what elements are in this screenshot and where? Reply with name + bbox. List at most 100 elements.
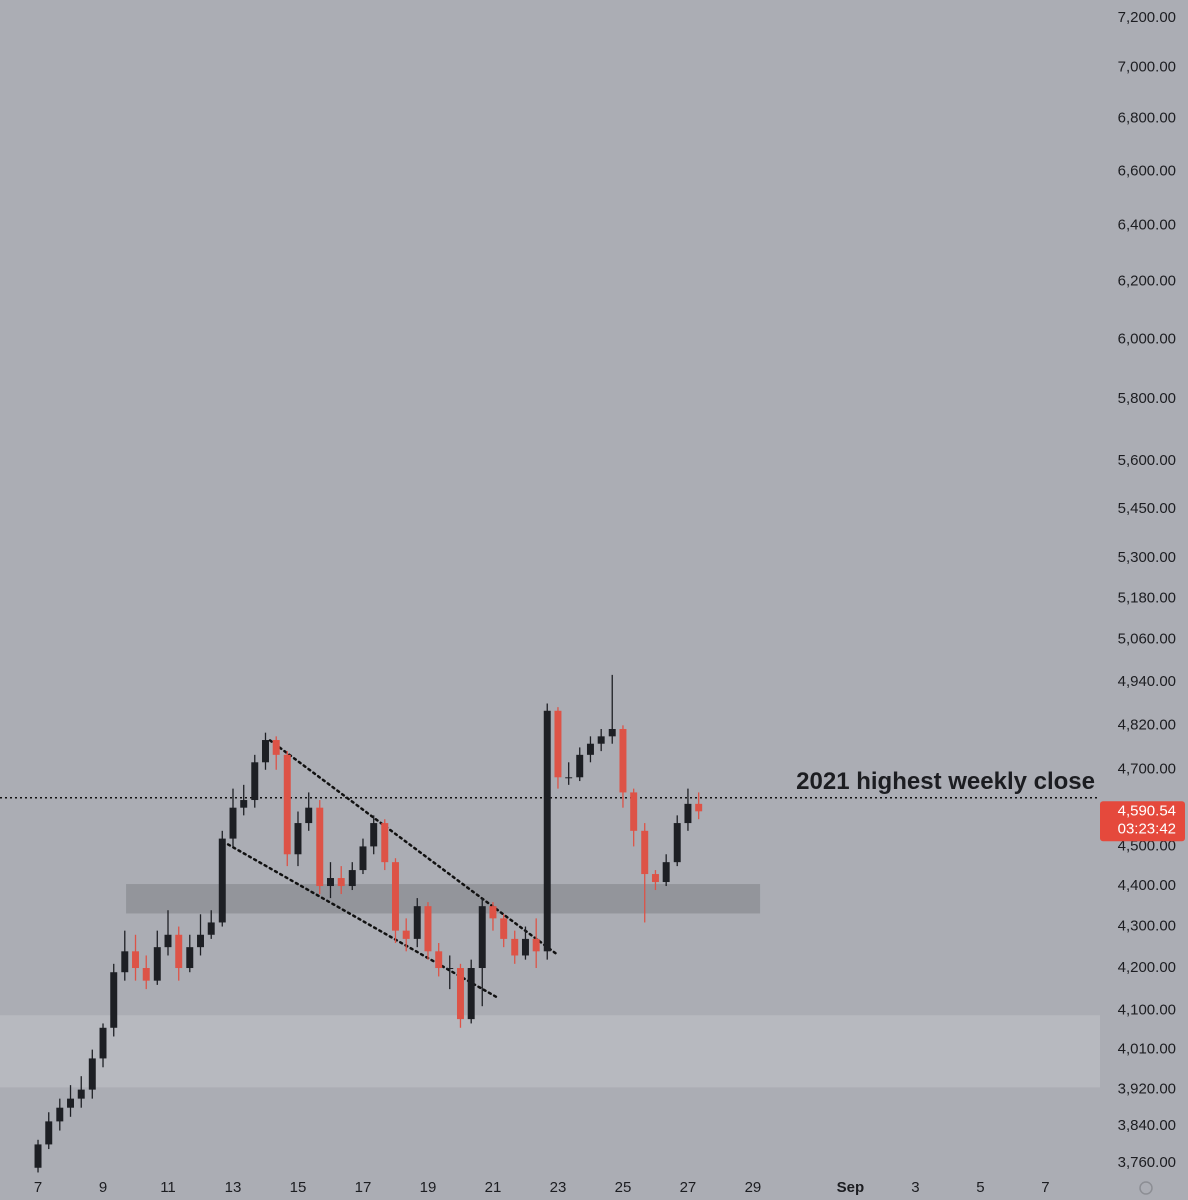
zone [0,1015,1100,1088]
candle-body [229,807,237,839]
candle-body [207,922,215,935]
y-tick-label: 4,010.00 [1118,1041,1176,1058]
candle-body [316,807,324,887]
zone [126,884,761,914]
y-tick-label: 5,300.00 [1118,549,1176,566]
candle-body [695,803,703,812]
candle-body [34,1144,42,1168]
candle-body [413,906,421,939]
candle-body [132,951,139,969]
y-tick-label: 6,600.00 [1118,162,1176,179]
candle-body [619,728,627,793]
candle-body [489,906,497,919]
y-tick-label: 4,700.00 [1118,761,1176,778]
y-tick-label: 5,180.00 [1118,589,1176,606]
y-tick-label: 5,800.00 [1118,390,1176,407]
x-tick-label: 5 [976,1179,984,1196]
y-tick-label: 6,200.00 [1118,273,1176,290]
x-tick-label: 13 [225,1179,242,1196]
last-price-label: 4,590.54 [1118,802,1176,819]
candle-body [197,934,204,948]
x-tick-label: 3 [911,1179,919,1196]
x-tick-label: Sep [837,1179,865,1196]
candle-body [576,754,584,778]
candle-body [532,938,540,952]
y-tick-label: 4,400.00 [1118,877,1176,894]
x-tick-label: 19 [420,1179,437,1196]
candle-body [56,1107,64,1122]
y-tick-label: 3,840.00 [1118,1117,1176,1134]
candle-body [67,1098,75,1108]
candle-body [435,951,443,969]
candle-body [641,830,649,875]
x-tick-label: 7 [1041,1179,1049,1196]
candle-body [142,968,150,981]
y-tick-label: 4,500.00 [1118,837,1176,854]
y-tick-label: 5,450.00 [1118,500,1176,517]
y-tick-label: 4,820.00 [1118,716,1176,733]
candle-body [554,710,562,778]
candle-body [337,878,345,887]
candle-body [662,862,670,883]
y-tick-label: 4,940.00 [1118,673,1176,690]
x-tick-label: 7 [34,1179,42,1196]
y-tick-label: 5,060.00 [1118,631,1176,648]
candle-body [511,938,519,956]
y-tick-label: 4,200.00 [1118,959,1176,976]
candle-body [88,1058,96,1090]
y-tick-label: 7,000.00 [1118,59,1176,76]
annotation: 2021 highest weekly close [796,768,1095,795]
candle-body [478,906,486,969]
candle-body [121,951,129,973]
x-tick-label: 17 [355,1179,372,1196]
candle-body [651,874,659,883]
candle-body [305,807,313,824]
candle-body [359,846,367,871]
y-tick-label: 6,800.00 [1118,110,1176,127]
candle-body [521,938,529,956]
candle-body [402,930,410,939]
candle-body [77,1089,85,1099]
candle-body [630,792,638,831]
candle-body [446,968,454,970]
candle-body [262,740,269,763]
x-tick-label: 29 [745,1179,762,1196]
y-tick-label: 4,100.00 [1118,1001,1176,1018]
candle-body [272,740,280,755]
candle-body [500,918,508,939]
candle-body [164,934,172,948]
x-tick-label: 9 [99,1179,107,1196]
x-tick-label: 11 [160,1179,176,1196]
candle-body [186,947,194,969]
candle-body [391,862,399,931]
candle-body [251,762,259,801]
y-tick-label: 5,600.00 [1118,452,1176,469]
candle-body [45,1121,53,1145]
candle-body [543,710,551,952]
y-tick-label: 6,000.00 [1118,330,1176,347]
candle-body [294,823,302,855]
x-tick-label: 15 [290,1179,307,1196]
candle-body [110,972,118,1028]
candle-body [175,934,183,969]
candle-body [218,838,226,923]
y-tick-label: 4,300.00 [1118,918,1176,935]
last-price-box [1100,801,1185,842]
candle-body [673,823,681,863]
settings-icon[interactable] [1139,1181,1153,1195]
x-tick-label: 25 [615,1179,632,1196]
candle-body [240,800,248,808]
candle-body [283,754,291,855]
candle-body [424,906,432,952]
y-tick-label: 3,760.00 [1118,1154,1176,1171]
y-tick-label: 6,400.00 [1118,217,1176,234]
candle-body [597,736,605,744]
countdown-label: 03:23:42 [1118,820,1176,837]
trendline [226,843,499,999]
candle-body [153,947,161,981]
candle-body [586,743,594,755]
candle-body [608,728,616,737]
candle-body [370,823,378,847]
